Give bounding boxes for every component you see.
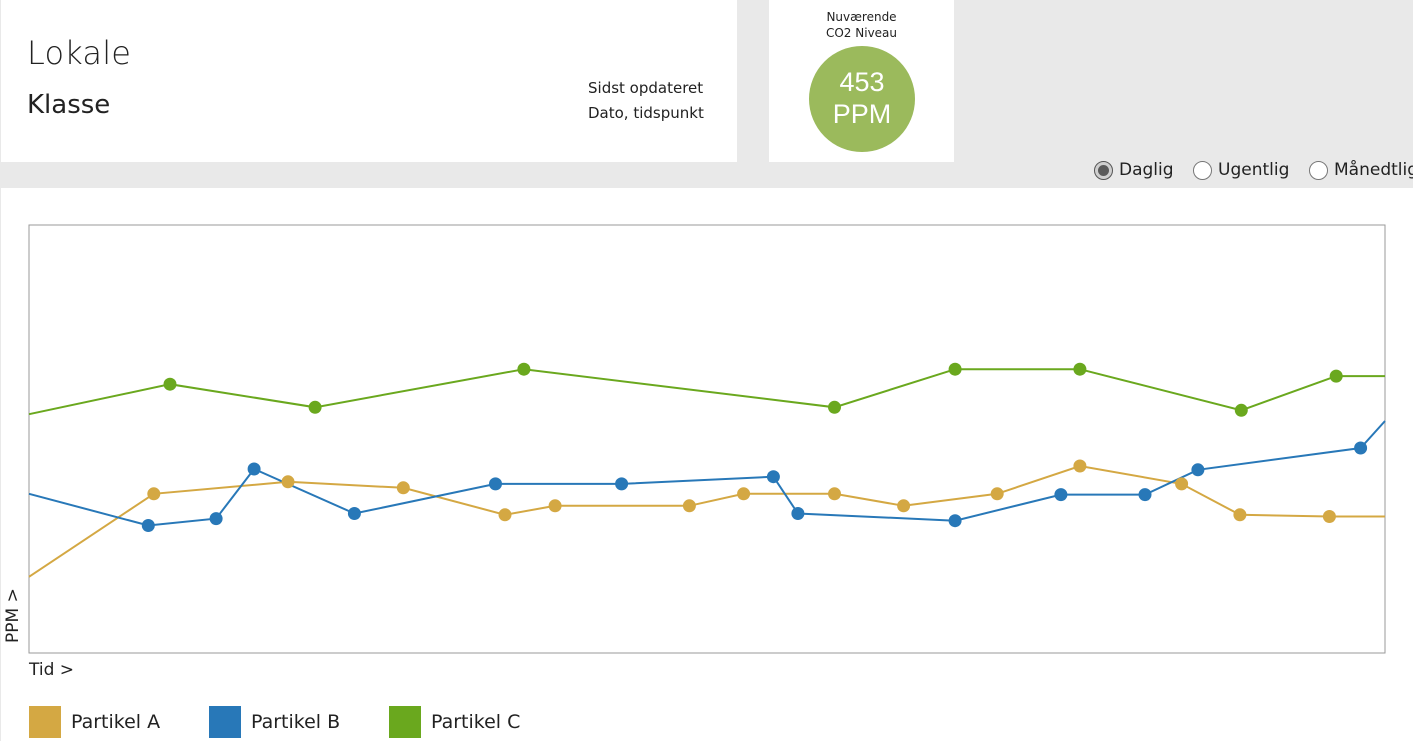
data-point-partikel-b[interactable] bbox=[766, 470, 780, 484]
co2-label: Nuværende CO2 Niveau bbox=[769, 9, 954, 41]
data-point-partikel-b[interactable] bbox=[141, 519, 155, 532]
data-point-partikel-a[interactable] bbox=[737, 487, 751, 501]
page-title: Lokale bbox=[27, 34, 132, 72]
legend-item-partikel-a: Partikel A bbox=[29, 706, 160, 738]
legend-item-partikel-b: Partikel B bbox=[209, 706, 340, 738]
period-option-weekly[interactable]: Ugentlig bbox=[1193, 159, 1289, 181]
last-updated-label: Sidst opdateret bbox=[588, 79, 704, 97]
data-point-partikel-c[interactable] bbox=[948, 362, 962, 376]
co2-status-circle: 453 PPM bbox=[809, 46, 915, 152]
data-point-partikel-a[interactable] bbox=[682, 499, 696, 513]
data-point-partikel-b[interactable] bbox=[615, 477, 629, 491]
data-point-partikel-b[interactable] bbox=[1054, 488, 1068, 502]
y-axis-label: PPM > bbox=[3, 588, 23, 643]
legend-label-partikel-a: Partikel A bbox=[71, 711, 161, 733]
period-label-daily: Daglig bbox=[1119, 160, 1174, 180]
period-option-monthly[interactable]: Månedtlig bbox=[1309, 159, 1413, 181]
data-point-partikel-c[interactable] bbox=[163, 377, 177, 391]
co2-label-line1: Nuværende bbox=[826, 10, 897, 24]
legend-swatch-partikel-a bbox=[29, 706, 61, 738]
room-info-card: Lokale Klasse Sidst opdateret Dato, tids… bbox=[1, 0, 737, 162]
data-point-partikel-b[interactable] bbox=[1354, 441, 1368, 455]
data-point-partikel-a[interactable] bbox=[1073, 459, 1087, 473]
legend-swatch-partikel-c bbox=[389, 706, 421, 738]
data-point-partikel-c[interactable] bbox=[517, 362, 531, 376]
data-point-partikel-b[interactable] bbox=[347, 507, 361, 520]
data-point-partikel-a[interactable] bbox=[990, 487, 1004, 501]
data-point-partikel-c[interactable] bbox=[1329, 369, 1343, 383]
legend-swatch-partikel-b bbox=[209, 706, 241, 738]
data-point-partikel-a[interactable] bbox=[396, 481, 410, 495]
data-point-partikel-c[interactable] bbox=[1073, 362, 1087, 376]
data-point-partikel-b[interactable] bbox=[489, 477, 502, 491]
co2-label-line2: CO2 Niveau bbox=[825, 26, 898, 40]
series-line-partikel-c bbox=[28, 368, 1385, 416]
data-point-partikel-a[interactable] bbox=[147, 487, 161, 501]
co2-unit: PPM bbox=[832, 99, 892, 129]
data-point-partikel-a[interactable] bbox=[1175, 477, 1189, 491]
data-point-partikel-c[interactable] bbox=[308, 400, 322, 414]
data-point-partikel-b[interactable] bbox=[791, 507, 805, 520]
co2-card: Nuværende CO2 Niveau 453 PPM bbox=[769, 0, 954, 162]
plot-area-frame bbox=[28, 224, 1386, 654]
x-axis-label: Tid > bbox=[29, 660, 75, 680]
data-point-partikel-b[interactable] bbox=[209, 512, 223, 526]
period-label-monthly: Månedtlig bbox=[1334, 160, 1413, 180]
data-point-partikel-a[interactable] bbox=[281, 475, 295, 489]
data-point-partikel-a[interactable] bbox=[498, 508, 512, 522]
last-updated-value: Dato, tidspunkt bbox=[588, 104, 704, 122]
data-point-partikel-a[interactable] bbox=[548, 499, 562, 513]
data-point-partikel-c[interactable] bbox=[1234, 403, 1248, 417]
data-point-partikel-c[interactable] bbox=[828, 400, 841, 414]
data-point-partikel-a[interactable] bbox=[1322, 510, 1336, 523]
series-layer bbox=[28, 362, 1386, 578]
legend-label-partikel-c: Partikel C bbox=[431, 711, 521, 733]
data-point-partikel-b[interactable] bbox=[1191, 463, 1205, 477]
period-label-weekly: Ugentlig bbox=[1218, 160, 1290, 180]
legend-label-partikel-b: Partikel B bbox=[251, 711, 341, 733]
room-subtitle: Klasse bbox=[27, 90, 111, 120]
data-point-partikel-a[interactable] bbox=[1233, 508, 1247, 522]
data-point-partikel-a[interactable] bbox=[828, 487, 841, 501]
radio-monthly[interactable] bbox=[1309, 160, 1328, 180]
data-point-partikel-b[interactable] bbox=[948, 514, 962, 528]
period-option-daily[interactable]: Daglig bbox=[1094, 159, 1174, 181]
data-point-partikel-b[interactable] bbox=[1138, 488, 1152, 502]
series-line-partikel-b bbox=[28, 420, 1386, 527]
series-line-partikel-a bbox=[28, 464, 1385, 578]
radio-weekly[interactable] bbox=[1193, 160, 1212, 180]
co2-value: 453 bbox=[839, 67, 885, 97]
radio-daily[interactable] bbox=[1094, 160, 1113, 180]
legend-item-partikel-c: Partikel C bbox=[389, 706, 520, 738]
data-point-partikel-a[interactable] bbox=[897, 499, 911, 513]
chart-card bbox=[1, 188, 1413, 741]
data-point-partikel-b[interactable] bbox=[247, 462, 261, 476]
